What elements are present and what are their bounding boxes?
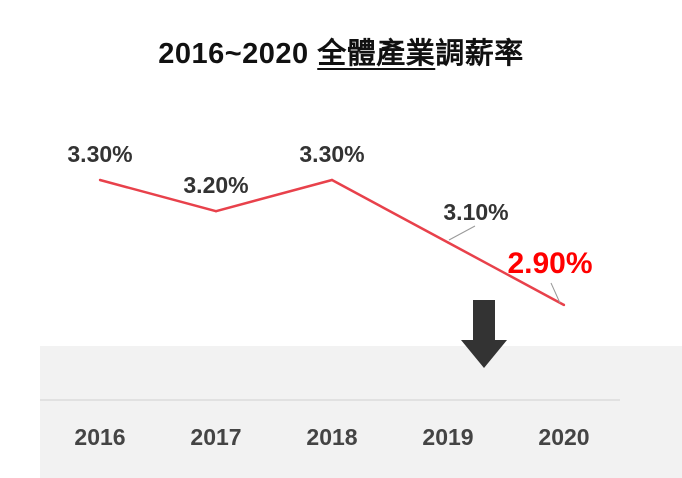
chart-title: 2016~2020 全體產業調薪率: [0, 30, 682, 72]
data-label-2016: 3.30%: [67, 141, 132, 167]
title-year-range: 2016~2020: [158, 38, 309, 70]
data-label-2018: 3.30%: [299, 141, 364, 167]
x-tick-label-2019: 2019: [422, 424, 473, 450]
data-point-2020: [562, 303, 566, 307]
down-arrow-icon: [461, 300, 507, 368]
data-point-2017: [214, 210, 218, 213]
data-point-2019: [446, 241, 450, 244]
x-tick-label-2017: 2017: [190, 424, 241, 450]
data-label-2019: 3.10%: [443, 199, 508, 225]
title-rest: 調薪率: [435, 38, 524, 70]
x-tick-label-2018: 2018: [306, 424, 357, 450]
x-tick-label-2016: 2016: [74, 424, 125, 450]
title-underlined: 全體產業: [317, 38, 436, 70]
data-point-2016: [98, 178, 102, 182]
leader-line-2019: [448, 225, 476, 241]
data-label-2020: 2.90%: [507, 247, 592, 280]
leader-line-2020: [550, 282, 561, 304]
data-point-2018: [330, 178, 334, 182]
data-label-2017: 3.20%: [183, 172, 248, 198]
axis-band: [40, 346, 682, 478]
x-tick-label-2020: 2020: [538, 424, 589, 450]
